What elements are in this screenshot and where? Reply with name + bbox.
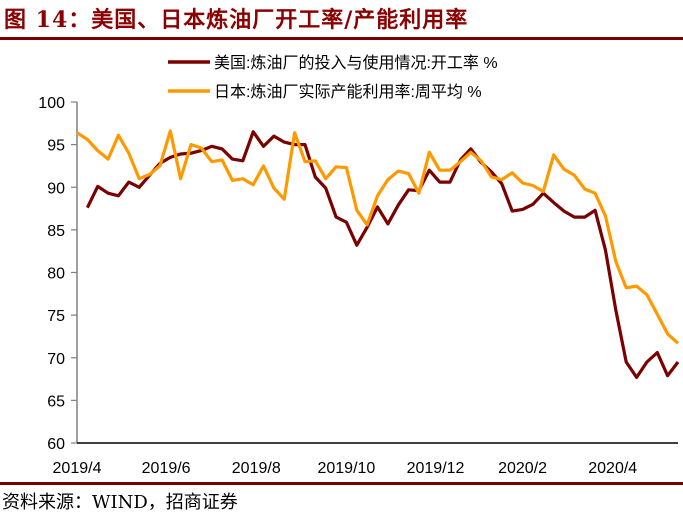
axes: 100 95 90 85 80 75 70 65 60 2019/4 2019/6 2019/8 201…	[38, 95, 678, 477]
chart-title: 图 14：美国、日本炼油厂开工率/产能利用率	[4, 7, 469, 33]
x-tick-label: 2019/12	[407, 460, 465, 477]
x-tick-label: 2019/4	[53, 460, 102, 477]
x-tick-label: 2020/2	[498, 460, 547, 477]
series-line-us	[85, 130, 680, 379]
x-tick-label: 2019/6	[142, 460, 191, 477]
source-note: 资料来源：WIND，招商证券	[2, 492, 238, 513]
x-tick-label: 2019/8	[232, 460, 281, 477]
title-divider	[0, 37, 683, 40]
y-tick-label: 80	[47, 266, 65, 283]
line-chart: 美国:炼油厂的投入与使用情况:开工率 %日本:炼油厂实际产能利用率:周平均 % …	[38, 54, 680, 477]
y-tick-label: 90	[47, 180, 65, 197]
x-tick-label: 2019/10	[317, 460, 375, 477]
y-tick-label: 100	[38, 95, 65, 112]
legend-label-japan: 日本:炼油厂实际产能利用率:周平均 %	[214, 83, 482, 101]
y-tick-label: 70	[47, 351, 65, 368]
legend-label-us: 美国:炼油厂的投入与使用情况:开工率 %	[214, 54, 498, 72]
series-line-japan	[76, 129, 680, 345]
footer-divider	[0, 482, 683, 485]
y-tick-label: 85	[47, 223, 65, 240]
y-tick-label: 65	[47, 393, 65, 410]
y-tick-label: 60	[47, 436, 65, 453]
y-tick-label: 75	[47, 308, 65, 325]
y-tick-label: 95	[47, 138, 65, 155]
series-group	[76, 129, 680, 379]
legend: 美国:炼油厂的投入与使用情况:开工率 % 日本:炼油厂实际产能利用率:周平均 %	[168, 54, 498, 101]
x-tick-label: 2020/4	[588, 460, 637, 477]
